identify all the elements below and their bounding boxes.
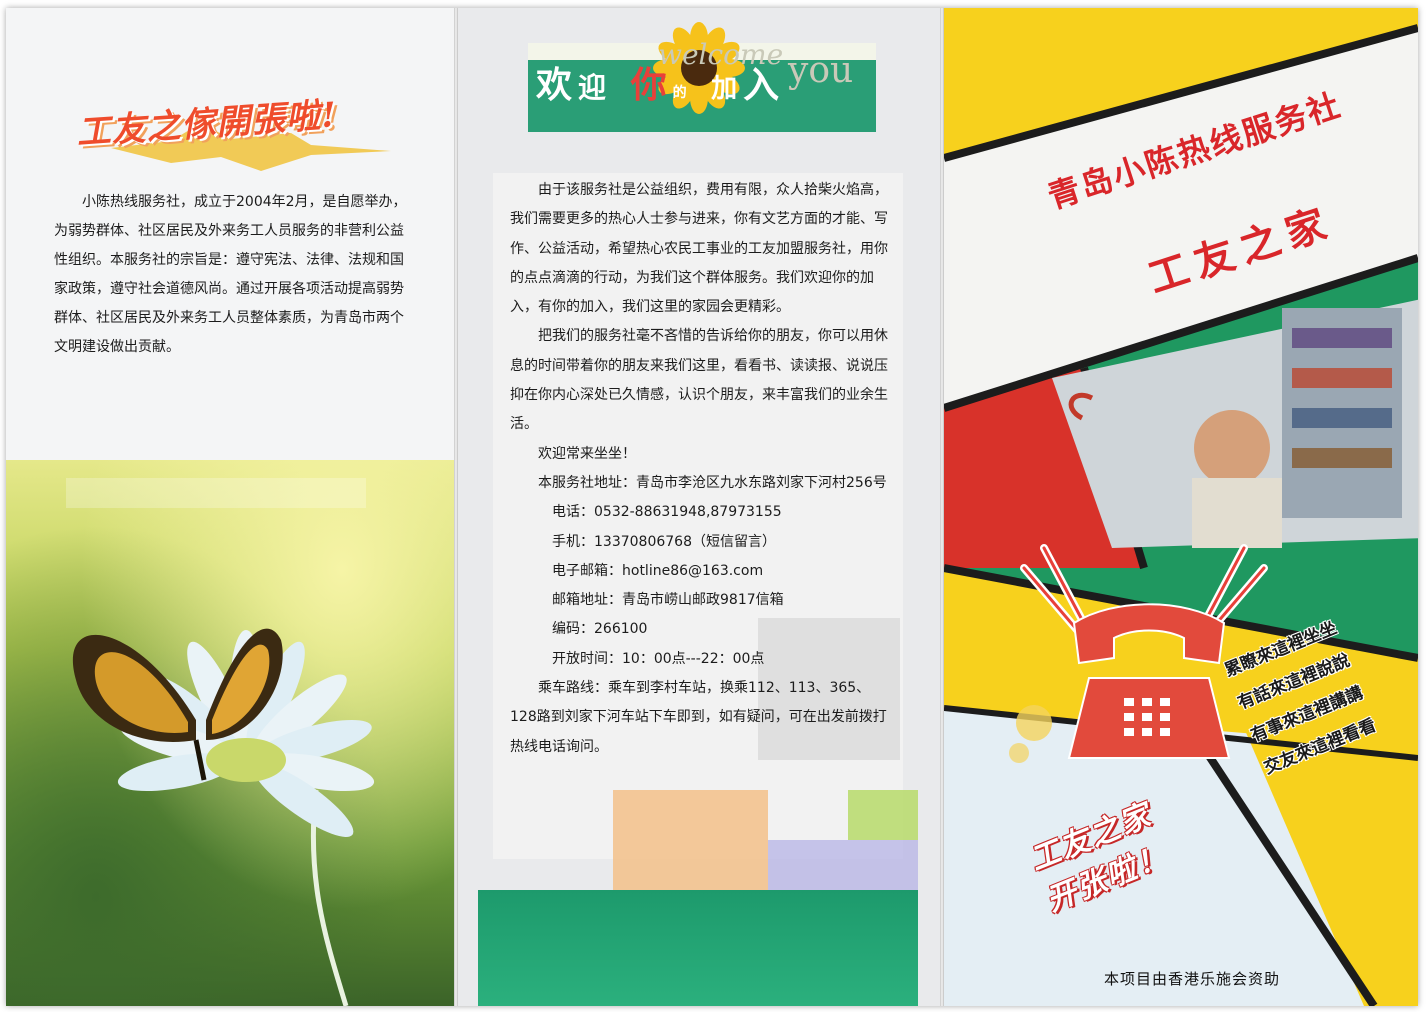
bottom-green-band	[478, 890, 918, 1006]
telephone-icon	[1009, 544, 1268, 763]
welcome-char-4: 的	[672, 85, 693, 101]
decor-orange-square	[613, 790, 768, 890]
join-text: 由于该服务社是公益组织，费用有限，众人拾柴火焰高，我们需要更多的热心人士参与进来…	[510, 176, 892, 762]
decor-purple-square	[768, 840, 918, 890]
decor-gray-square	[758, 618, 900, 760]
decor-green-square	[848, 790, 918, 840]
welcome-char-3: 你	[630, 64, 673, 106]
address-line: 本服务社地址：青岛市李沧区九水东路刘家下河村256号	[538, 474, 887, 491]
office-photo	[1052, 299, 1418, 548]
welcome-char-6: 入	[743, 64, 786, 106]
middle-panel: welcome you 欢迎 你的 加入 由于该服务社是公益组织，费用有限，众人…	[458, 8, 942, 1006]
butterfly-photo	[6, 460, 454, 1006]
header-bg-word-2: you	[788, 50, 854, 91]
join-paragraph-1: 由于该服务社是公益组织，费用有限，众人拾柴火焰高，我们需要更多的热心人士参与进来…	[510, 182, 888, 316]
welcome-char-2: 迎	[578, 71, 613, 104]
phone-line: 电话：0532-88631948,87973155	[552, 504, 782, 521]
route-line: 乘车路线：乘车到李村车站，换乘112、113、365、128路到刘家下河车站下车…	[510, 680, 887, 755]
welcome-char-5: 加	[711, 74, 744, 104]
mailbox-line: 邮箱地址：青岛市崂山邮政9817信箱	[552, 592, 784, 609]
mobile-line: 手机：13370806768（短信留言）	[552, 533, 776, 550]
butterfly-flower-illustration	[66, 478, 375, 1006]
brochure-sheet: 工友之傢開張啦! 小陈热线服务社，成立于2004年2月，是自愿举办，为弱势群体、…	[6, 8, 1418, 1006]
header-bg-word: welcome	[658, 38, 784, 71]
intro-paragraph: 小陈热线服务社，成立于2004年2月，是自愿举办，为弱势群体、社区居民及外来务工…	[54, 194, 407, 355]
fold-line	[454, 8, 458, 1006]
postcode-line: 编码：266100	[552, 621, 648, 638]
welcome-line: 欢迎常来坐坐！	[538, 445, 636, 462]
email-line: 电子邮箱：hotline86@163.com	[552, 562, 764, 579]
welcome-char-1: 欢	[536, 64, 579, 106]
hours-line: 开放时间：10：00点---22：00点	[552, 650, 765, 667]
starburst-decoration	[111, 123, 391, 171]
sponsor-note: 本项目由香港乐施会资助	[1104, 970, 1281, 988]
join-paragraph-2: 把我们的服务社毫不吝惜的告诉给你的朋友，你可以用休息的时间带着你的朋友来我们这里…	[510, 328, 888, 433]
right-panel-shapes	[944, 8, 1418, 1006]
right-panel: 青岛小陈热线服务社 工友之家 累瞭來這裡坐坐 有話來這裡說說 有事來這裡講講 交…	[944, 8, 1418, 1006]
left-panel: 工友之傢開張啦! 小陈热线服务社，成立于2004年2月，是自愿举办，为弱势群体、…	[6, 8, 454, 1006]
fold-line	[940, 8, 944, 1006]
welcome-title: 欢迎 你的 加入	[536, 56, 785, 108]
sunflower-icon	[653, 22, 745, 114]
